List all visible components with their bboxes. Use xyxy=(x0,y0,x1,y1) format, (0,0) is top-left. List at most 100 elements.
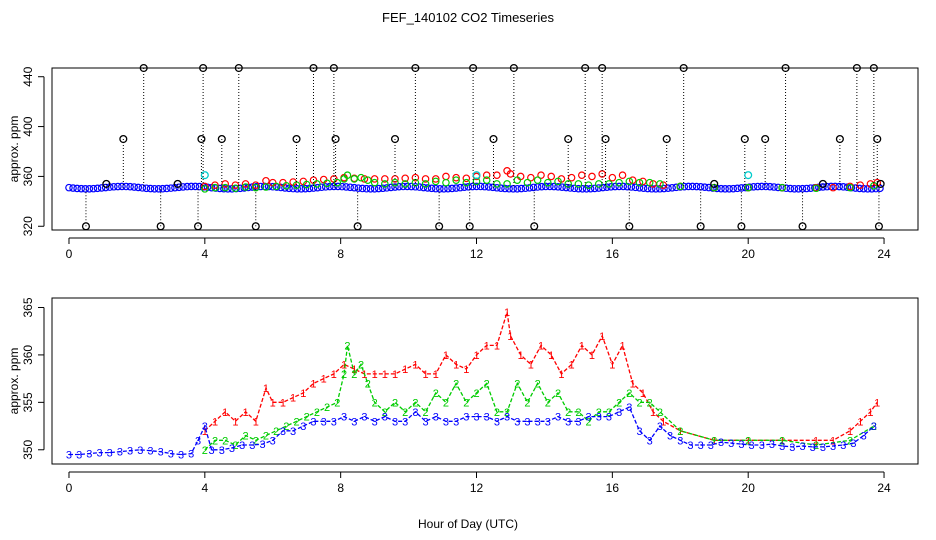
series-1-label: 1 xyxy=(630,378,636,390)
series-3-label: 3 xyxy=(310,416,316,428)
top-baseline-point xyxy=(142,184,151,193)
top-series-2-point xyxy=(364,176,372,184)
series-2-label: 2 xyxy=(711,435,717,447)
top-baseline-point xyxy=(391,183,399,191)
series-3-label: 3 xyxy=(76,450,82,462)
top-baseline-point xyxy=(774,183,782,192)
top-series-1-point xyxy=(201,182,209,191)
top-black-point xyxy=(869,63,878,73)
series-3-label: 3 xyxy=(861,431,867,443)
top-baseline-point xyxy=(407,182,416,191)
series-1-label: 1 xyxy=(548,350,554,362)
top-baseline-point xyxy=(798,184,807,193)
top-baseline-point xyxy=(660,184,668,193)
top-baseline-point xyxy=(138,184,147,192)
top-baseline-point xyxy=(297,185,306,193)
top-black-point xyxy=(737,222,746,231)
series-3-label: 3 xyxy=(657,421,663,433)
series-3-label: 3 xyxy=(229,443,235,455)
series-3-label: 3 xyxy=(749,440,755,452)
bottom-panel-frame xyxy=(51,297,919,465)
series-2-label: 2 xyxy=(463,397,469,409)
top-baseline-point xyxy=(187,182,196,191)
series-1-label: 1 xyxy=(463,364,469,376)
top-series-2-point xyxy=(421,180,430,188)
top-black-point xyxy=(679,63,688,73)
top-x-tick-label: 20 xyxy=(742,247,756,261)
series-2-label: 2 xyxy=(575,407,581,419)
top-baseline-point xyxy=(541,182,550,191)
top-x-tick-label: 8 xyxy=(337,247,344,261)
top-series-1-point xyxy=(659,181,668,189)
top-black-point xyxy=(489,134,498,144)
top-black-point xyxy=(710,179,719,188)
top-baseline-point xyxy=(358,184,367,193)
series-2-label: 2 xyxy=(871,421,877,433)
top-black-point xyxy=(781,63,790,73)
top-baseline-point xyxy=(220,184,228,193)
top-series-1-point xyxy=(421,175,430,183)
top-baseline-point xyxy=(89,184,98,193)
top-series-1-point xyxy=(211,181,219,189)
series-3-label: 3 xyxy=(168,449,174,461)
top-series-2-point xyxy=(272,182,280,191)
top-baseline-point xyxy=(790,184,799,193)
series-1-label: 1 xyxy=(660,416,666,428)
series-3-label: 3 xyxy=(300,421,306,433)
top-black-point xyxy=(469,63,478,73)
top-baseline-point xyxy=(501,184,509,193)
top-baseline-point xyxy=(464,183,473,191)
top-black-point xyxy=(818,179,827,188)
series-3-label: 3 xyxy=(147,446,153,458)
top-series-1-point xyxy=(452,173,460,182)
top-series-2-point xyxy=(302,180,311,189)
top-series-1-point xyxy=(639,177,647,186)
series-1-label: 1 xyxy=(202,426,208,438)
top-series-2-point xyxy=(442,178,450,187)
top-series-2-point xyxy=(231,184,240,193)
top-series-1-point xyxy=(608,173,617,182)
top-baseline-point xyxy=(782,184,791,193)
top-series-2-point xyxy=(462,178,471,187)
series-3-label: 3 xyxy=(494,416,500,428)
series-1-label: 1 xyxy=(243,407,249,419)
top-baseline-point xyxy=(472,182,481,191)
series-3-label: 3 xyxy=(331,416,337,428)
series-2-label: 2 xyxy=(402,407,408,419)
series-1-label: 1 xyxy=(263,383,269,395)
top-baseline-point xyxy=(183,182,191,191)
series-1-label: 1 xyxy=(443,350,449,362)
series-1-label: 1 xyxy=(412,359,418,371)
top-baseline-point xyxy=(313,183,322,192)
top-baseline-point xyxy=(354,184,363,192)
top-black-point xyxy=(309,63,318,73)
series-3-label: 3 xyxy=(341,412,347,424)
series-3-label: 3 xyxy=(239,440,245,452)
top-baseline-point xyxy=(574,184,583,193)
bottom-x-tick-label: 8 xyxy=(337,481,344,495)
top-series-2-point xyxy=(523,178,532,187)
top-baseline-point xyxy=(436,185,444,193)
series-1-label: 1 xyxy=(222,407,228,419)
top-baseline-point xyxy=(680,182,689,191)
series-1-label: 1 xyxy=(589,350,595,362)
top-baseline-point xyxy=(794,185,803,193)
top-baseline-point xyxy=(762,182,770,191)
series-2-label: 2 xyxy=(243,431,249,443)
top-baseline-point xyxy=(554,182,562,191)
top-black-point xyxy=(761,134,770,144)
top-series-2-point xyxy=(211,183,219,192)
series-3-label: 3 xyxy=(321,416,327,428)
series-3-label: 3 xyxy=(759,440,765,452)
top-baseline-point xyxy=(672,183,680,192)
top-baseline-point xyxy=(749,182,758,191)
top-black-point xyxy=(625,222,634,231)
series-1-label: 1 xyxy=(830,435,836,447)
series-3-label: 3 xyxy=(606,412,612,424)
series-1-label: 1 xyxy=(351,364,357,376)
top-baseline-point xyxy=(387,183,395,192)
series-3-label: 3 xyxy=(443,416,449,428)
series-1-label: 1 xyxy=(650,407,656,419)
top-series-2-point xyxy=(201,185,209,193)
